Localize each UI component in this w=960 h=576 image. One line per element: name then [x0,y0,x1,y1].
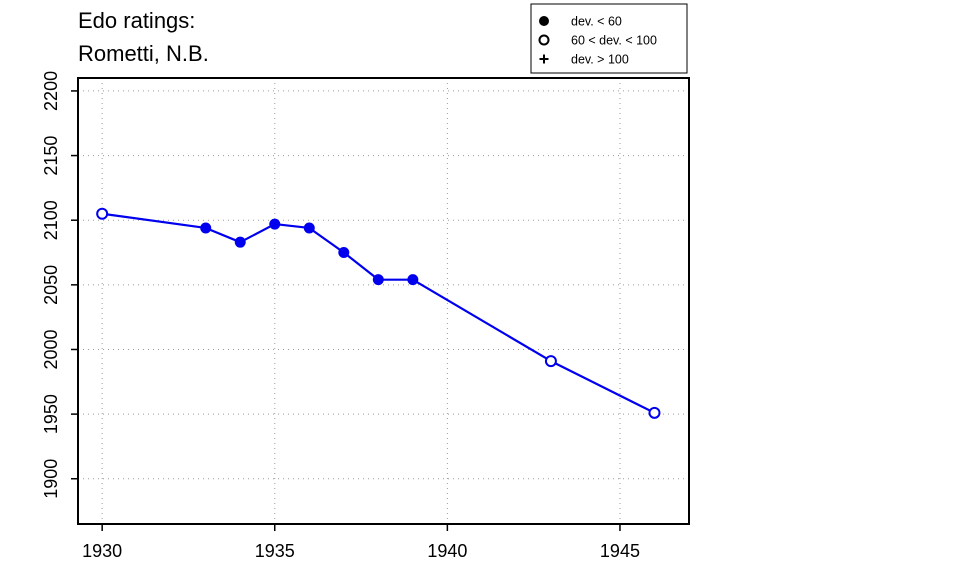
y-axis: 1900 1950 2000 2050 2100 2150 2200 [41,71,78,499]
data-point-5 [338,247,350,259]
series-line-0 [102,212,655,414]
chart-title-line-2: Rometti, N.B. [78,41,209,66]
data-point-6 [372,274,384,286]
data-point-4 [303,222,315,234]
x-tick-label-3: 1945 [600,541,640,561]
y-tick-label-6: 2200 [41,71,61,111]
grid-lines [78,78,689,524]
x-axis: 1930 1935 1940 1945 [82,524,640,561]
x-tick-label-0: 1930 [82,541,122,561]
data-point-7 [407,274,419,286]
y-tick-label-0: 1900 [41,459,61,499]
legend-marker-0 [539,16,549,26]
legend-label-1: 60 < dev. < 100 [571,34,657,48]
legend-marker-2 [539,54,549,64]
data-point-9 [648,406,661,419]
data-point-0 [96,207,109,220]
legend-box [530,3,688,74]
data-point-3 [269,218,281,230]
y-tick-label-4: 2100 [41,200,61,240]
legend-marker-1 [538,34,550,46]
y-tick-label-5: 2150 [41,136,61,176]
legend: dev. < 60 60 < dev. < 100 dev. > 100 [530,3,688,74]
data-point-8 [544,355,557,368]
series-layer [96,207,661,419]
chart-title: Edo ratings: Rometti, N.B. [78,8,209,66]
y-tick-label-1: 1950 [41,394,61,434]
x-tick-label-1: 1935 [255,541,295,561]
data-point-1 [200,222,212,234]
chart-title-line-1: Edo ratings: [78,8,195,33]
legend-label-2: dev. > 100 [571,53,629,67]
y-tick-label-2: 2000 [41,329,61,369]
plot-frame [77,77,690,525]
legend-label-0: dev. < 60 [571,15,622,29]
x-tick-label-2: 1940 [427,541,467,561]
y-tick-label-3: 2050 [41,265,61,305]
data-point-2 [234,236,246,248]
